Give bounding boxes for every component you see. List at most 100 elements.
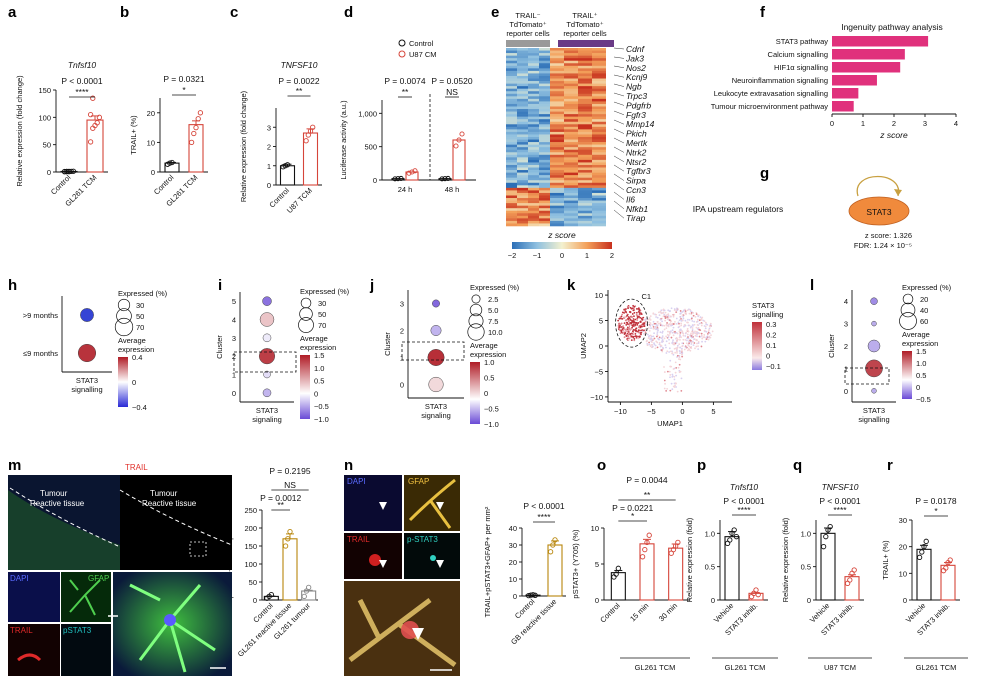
umap-point	[667, 309, 670, 312]
umap-point	[630, 334, 633, 337]
heat-cell	[528, 205, 539, 209]
heat-cell	[564, 154, 578, 158]
umap-point	[619, 316, 622, 318]
umap-point	[675, 347, 677, 350]
umap-point	[681, 342, 684, 344]
heat-cell	[578, 162, 592, 166]
umap-point	[629, 318, 632, 321]
heat-cell	[550, 119, 564, 123]
heat-cell	[578, 48, 592, 51]
heat-cell	[528, 149, 539, 153]
dot	[263, 370, 271, 379]
umap-point	[655, 335, 658, 338]
panel-letter-f: f	[760, 4, 766, 21]
heat-cell	[517, 142, 528, 145]
m-label-reactive: Reactive tissue	[30, 499, 85, 508]
heat-cell	[528, 93, 539, 97]
x-tick-label: −10	[614, 407, 627, 416]
gene-leader	[613, 209, 625, 219]
umap-point	[707, 331, 710, 334]
heat-cell	[578, 220, 592, 224]
size-legend-marker	[300, 297, 312, 309]
heat-cell	[539, 98, 550, 102]
umap-point	[676, 338, 679, 340]
data-point	[731, 527, 737, 533]
chart-title: TNFSF10	[281, 60, 318, 70]
y-tick-label: 2	[267, 143, 271, 152]
category-label: HIF1α signalling	[774, 63, 828, 72]
heat-cell	[592, 50, 606, 54]
heat-cell	[550, 167, 564, 171]
p-value: P = 0.0022	[278, 76, 319, 86]
m-zoom-nucleus	[164, 614, 176, 626]
umap-point	[654, 344, 657, 347]
heat-cell	[528, 60, 539, 64]
heat-cell	[592, 134, 606, 138]
umap-point	[681, 355, 684, 358]
heat-cell	[539, 198, 550, 201]
umap-point	[678, 330, 681, 333]
heat-cell	[528, 68, 539, 72]
heat-cell	[564, 75, 578, 79]
color-legend-tick: −0.5	[484, 405, 499, 414]
dot	[259, 312, 275, 327]
umap-point	[650, 346, 653, 349]
heat-cell	[506, 200, 517, 204]
y-axis-label: pSTAT3+ (Y705) (%)	[571, 529, 580, 599]
heat-cell	[564, 170, 578, 173]
panel-letter-j: j	[369, 277, 374, 294]
c1-label: C1	[641, 292, 651, 301]
umap-point	[630, 339, 633, 342]
heat-cell	[517, 223, 528, 227]
umap-point	[699, 335, 702, 338]
umap-point	[635, 311, 638, 314]
heat-cell	[528, 134, 539, 138]
heat-cell	[517, 195, 528, 199]
gene-leader	[613, 101, 625, 106]
gene-label: Pdgfrb	[626, 100, 651, 110]
umap-point	[689, 326, 692, 329]
heat-cell	[564, 70, 578, 74]
data-point	[615, 565, 621, 571]
data-point	[409, 169, 415, 175]
m-trail-title: TRAIL	[125, 463, 148, 472]
umap-point	[668, 370, 671, 373]
umap-point	[663, 379, 666, 382]
heat-cell	[517, 119, 528, 123]
heat-cell	[578, 149, 592, 153]
y-tick-label: 30	[509, 541, 517, 550]
x-axis-label-1: STAT3	[863, 406, 885, 415]
umap-point	[633, 337, 636, 340]
heat-cell	[578, 129, 592, 133]
umap-point	[625, 330, 627, 332]
umap-point	[631, 313, 634, 315]
heat-cell	[506, 139, 517, 143]
umap-point	[635, 330, 637, 333]
colorbar-tick: 0	[560, 251, 564, 260]
x-axis-label-2: signalling	[858, 415, 889, 424]
umap-point	[659, 310, 662, 313]
heat-cell	[578, 152, 592, 156]
heat-cell	[592, 86, 606, 89]
heat-cell	[539, 116, 550, 120]
heat-cell	[550, 109, 564, 112]
heat-cell	[506, 157, 517, 161]
data-point	[532, 592, 538, 598]
umap-point	[666, 387, 669, 390]
heat-cell	[592, 114, 606, 117]
umap-point	[629, 332, 632, 335]
heat-cell	[550, 185, 564, 189]
y-tick-label: 0.5	[801, 563, 811, 572]
heat-cell	[550, 172, 564, 176]
gene-leader	[613, 83, 625, 87]
ipa-zscore: z score: 1.326	[865, 231, 912, 240]
heat-cell	[506, 75, 517, 79]
umap-point	[625, 324, 628, 326]
heat-cell	[578, 195, 592, 199]
heat-cell	[550, 58, 564, 62]
umap-point	[688, 340, 691, 343]
heat-cell	[539, 175, 550, 178]
umap-point	[686, 333, 689, 336]
heat-cell	[578, 83, 592, 87]
